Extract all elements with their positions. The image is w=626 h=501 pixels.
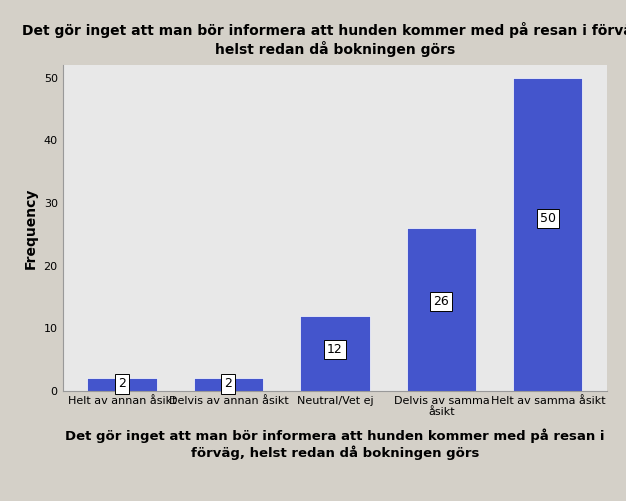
Y-axis label: Frequency: Frequency bbox=[24, 187, 38, 269]
Title: Det gör inget att man bör informera att hunden kommer med på resan i förväg,
hel: Det gör inget att man bör informera att … bbox=[22, 23, 626, 57]
X-axis label: Det gör inget att man bör informera att hunden kommer med på resan i
förväg, hel: Det gör inget att man bör informera att … bbox=[65, 428, 605, 460]
Text: 26: 26 bbox=[434, 295, 449, 308]
Bar bbox=[88, 378, 156, 391]
Text: 50: 50 bbox=[540, 212, 556, 225]
Text: 2: 2 bbox=[225, 377, 232, 390]
Text: 2: 2 bbox=[118, 377, 126, 390]
Bar bbox=[407, 228, 476, 391]
Bar bbox=[300, 316, 369, 391]
Bar bbox=[194, 378, 263, 391]
Text: 12: 12 bbox=[327, 343, 343, 356]
Bar bbox=[513, 78, 582, 391]
